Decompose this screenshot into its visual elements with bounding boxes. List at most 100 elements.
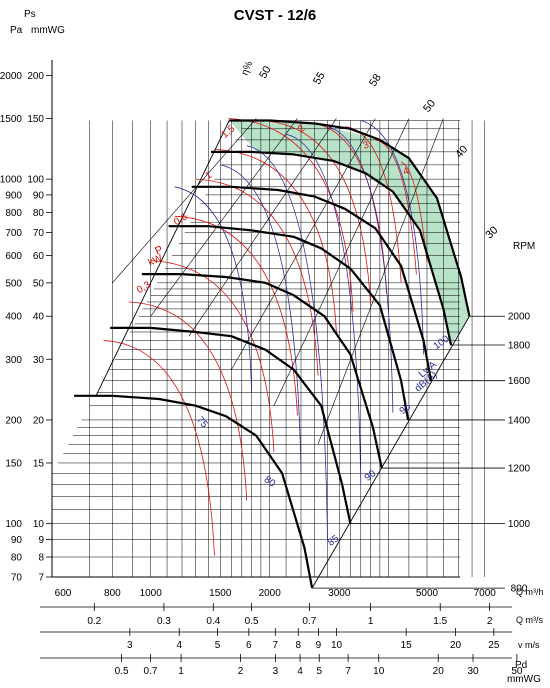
q-m3s-tick-label: 1.5 xyxy=(433,616,447,627)
fan-curve-1000-rpm xyxy=(110,326,352,524)
y-tick-label-pa: 600 xyxy=(5,251,22,262)
x-tick-label: 1500 xyxy=(209,588,232,599)
v-ms-tick-label: 25 xyxy=(488,640,500,651)
q-m3s-label: Q m³/s xyxy=(516,615,543,625)
efficiency-label: 50 xyxy=(257,64,274,81)
y-tick-label-pa: 1000 xyxy=(0,175,22,186)
q-m3s-tick-label: 0.3 xyxy=(157,616,171,627)
left-bound-line xyxy=(95,120,230,396)
v-ms-label: v m/s xyxy=(518,640,540,650)
y-tick-label-pa: 100 xyxy=(5,519,22,530)
power-curve xyxy=(128,301,248,501)
fan-curve-2000-rpm xyxy=(229,119,471,317)
efficiency-label: 50 xyxy=(421,98,438,115)
noise-label: 90 xyxy=(363,468,379,484)
q-m3s-tick-label: 0.2 xyxy=(87,616,101,627)
q-m3s-tick-label: 0.7 xyxy=(302,616,316,627)
pd-tick-label: 7 xyxy=(345,666,351,677)
y-tick-label-mmwg: 80 xyxy=(33,208,45,219)
v-ms-tick-label: 5 xyxy=(215,640,221,651)
rpm-label: 1600 xyxy=(508,376,531,387)
efficiency-line xyxy=(188,118,337,337)
power-label: 4 xyxy=(402,165,411,177)
fan-curve-1400-rpm xyxy=(168,225,410,421)
y-tick-label-pa: 90 xyxy=(11,535,23,546)
power-curve xyxy=(307,122,387,294)
v-ms-tick-label: 20 xyxy=(450,640,462,651)
q-m3h-label: Q m³/h xyxy=(516,587,544,597)
y-tick-label-mmwg: 90 xyxy=(33,190,45,201)
y-tick-label-pa: 1500 xyxy=(0,114,22,125)
noise-label: 95 xyxy=(398,401,414,417)
y-tick-label-pa: 80 xyxy=(11,553,23,564)
y-tick-label-mmwg: 50 xyxy=(33,278,45,289)
pd-tick-label: 4 xyxy=(297,666,303,677)
power-curve xyxy=(174,215,298,416)
efficiency-label: 58 xyxy=(367,72,384,89)
noise-curve xyxy=(220,164,302,474)
y-tick-label-mmwg: 8 xyxy=(38,553,44,564)
optimal-zone xyxy=(229,120,470,346)
efficiency-label: 55 xyxy=(311,70,328,87)
v-ms-tick-label: 6 xyxy=(246,640,252,651)
noise-curve xyxy=(285,133,362,485)
q-m3s-tick-label: 2 xyxy=(487,616,493,627)
pd-tick-label: 20 xyxy=(433,666,445,677)
noise-curve xyxy=(246,145,328,540)
x-tick-label: 1000 xyxy=(140,588,163,599)
pd-tick-label: 10 xyxy=(373,666,385,677)
power-label: 1 xyxy=(204,169,215,182)
v-ms-tick-label: 9 xyxy=(316,640,322,651)
rpm-label: 2000 xyxy=(508,312,531,323)
rpm-label: 1000 xyxy=(508,519,531,530)
fan-curve-800-rpm xyxy=(74,394,314,589)
v-ms-tick-label: 10 xyxy=(331,640,343,651)
rpm-label: 1200 xyxy=(508,464,531,475)
mmwg-label: mmWG xyxy=(31,25,65,36)
y-tick-label-pa: 300 xyxy=(5,355,22,366)
noise-label: 75 xyxy=(194,415,210,431)
power-curve xyxy=(260,120,372,306)
efficiency-line xyxy=(231,118,376,370)
x-tick-label: 800 xyxy=(104,588,121,599)
pd-tick-label: 2 xyxy=(238,666,244,677)
x-tick-label: 2000 xyxy=(259,588,282,599)
y-tick-label-pa: 70 xyxy=(11,573,23,584)
fan-curve-1800-rpm xyxy=(210,150,453,346)
y-tick-label-pa: 2000 xyxy=(0,71,22,82)
y-tick-label-mmwg: 7 xyxy=(38,573,44,584)
efficiency-label: 30 xyxy=(483,224,500,241)
pa-label: Pa xyxy=(10,25,23,36)
y-tick-label-pa: 200 xyxy=(5,415,22,426)
chart-title: CVST - 12/6 xyxy=(234,7,317,24)
x-tick-label: 5000 xyxy=(416,588,439,599)
power-curve xyxy=(214,148,337,333)
v-ms-tick-label: 7 xyxy=(273,640,279,651)
efficiency-label: η% xyxy=(240,60,256,78)
y-tick-label-mmwg: 100 xyxy=(27,175,44,186)
y-tick-label-mmwg: 70 xyxy=(33,228,45,239)
y-tick-label-pa: 800 xyxy=(5,208,22,219)
pd-tick-label: 30 xyxy=(467,666,479,677)
power-curve xyxy=(195,178,319,376)
noise-curve xyxy=(360,120,424,355)
power-label: 0,3 xyxy=(135,279,153,296)
y-tick-label-mmwg: 30 xyxy=(33,355,45,366)
y-tick-label-mmwg: 9 xyxy=(38,535,44,546)
y-tick-label-mmwg: 200 xyxy=(27,71,44,82)
power-label: 3 xyxy=(362,139,371,151)
efficiency-line xyxy=(112,118,257,284)
y-tick-label-mmwg: 60 xyxy=(33,251,45,262)
power-curve xyxy=(150,260,275,453)
pd-label: Pd xyxy=(515,660,527,671)
noise-curve xyxy=(174,186,253,393)
y-tick-label-pa: 700 xyxy=(5,228,22,239)
y-tick-label-mmwg: 20 xyxy=(33,415,45,426)
v-ms-tick-label: 3 xyxy=(127,640,133,651)
noise-label: 80 xyxy=(262,474,278,490)
pd-tick-label: 0.5 xyxy=(115,666,129,677)
power-curve xyxy=(375,139,417,275)
y-tick-label-pa: 400 xyxy=(5,312,22,323)
q-m3s-tick-label: 0.5 xyxy=(245,616,259,627)
